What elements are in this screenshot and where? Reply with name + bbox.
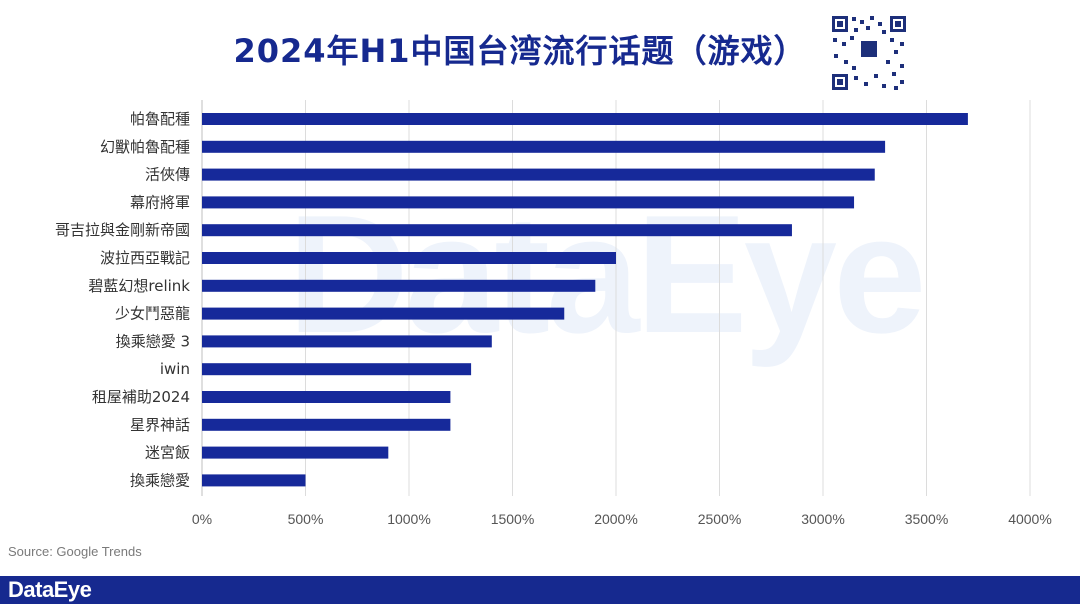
bar <box>202 474 306 487</box>
bar <box>202 196 855 209</box>
category-label: 換乘戀愛 <box>130 471 190 489</box>
category-label: 換乘戀愛 3 <box>116 332 190 350</box>
category-label: 波拉西亞戰記 <box>100 249 190 267</box>
x-tick-label: 0% <box>192 511 212 527</box>
bar <box>202 140 886 153</box>
bar <box>202 418 451 431</box>
x-tick-label: 1500% <box>491 511 535 527</box>
bar <box>202 335 492 348</box>
category-label: 少女鬥惡龍 <box>115 305 190 323</box>
bar <box>202 113 968 125</box>
category-label: 幻獸帕魯配種 <box>100 138 190 156</box>
category-label: 星界神話 <box>130 416 190 434</box>
bar-chart: 0% 500% 1000% 1500% 2000% 2500% 3000% 3500% 4000… <box>55 100 1052 527</box>
category-label: 哥吉拉與金剛新帝國 <box>55 221 190 239</box>
x-tick-label: 3000% <box>801 511 845 527</box>
bar <box>202 252 616 264</box>
bar <box>202 363 472 376</box>
x-tick-label: 2000% <box>594 511 638 527</box>
x-tick-label: 2500% <box>698 511 742 527</box>
qr-code <box>830 14 908 92</box>
bar <box>202 168 875 181</box>
category-label: iwin <box>160 360 190 378</box>
category-label: 迷宮飯 <box>145 444 190 462</box>
chart-title: 2024年H1中国台湾流行话题（游戏） <box>233 32 807 70</box>
x-tick-label: 4000% <box>1008 511 1052 527</box>
bar <box>202 307 565 320</box>
bar <box>202 279 596 292</box>
category-label: 活俠傳 <box>145 166 190 184</box>
footer-bar: DataEye <box>0 576 1080 604</box>
footer-logo: DataEye <box>8 577 92 602</box>
category-label: 幕府將軍 <box>130 193 190 211</box>
category-label: 碧藍幻想relink <box>88 277 190 295</box>
source-note: Source: Google Trends <box>8 544 142 559</box>
category-label: 帕魯配種 <box>130 110 190 128</box>
x-tick-label: 500% <box>288 511 324 527</box>
x-tick-label: 1000% <box>387 511 431 527</box>
x-tick-label: 3500% <box>905 511 949 527</box>
category-label: 租屋補助2024 <box>92 388 190 406</box>
bar <box>202 446 389 459</box>
bar <box>202 224 792 237</box>
bar <box>202 391 451 403</box>
